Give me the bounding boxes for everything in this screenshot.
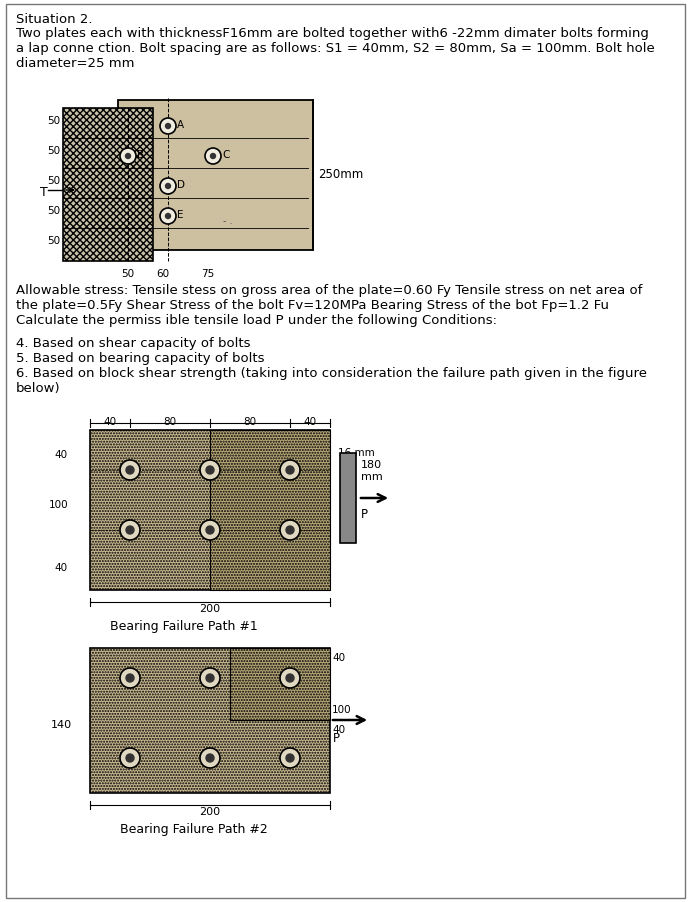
Circle shape	[160, 118, 176, 134]
Text: 5. Based on bearing capacity of bolts: 5. Based on bearing capacity of bolts	[16, 352, 265, 365]
Text: 200: 200	[200, 604, 220, 614]
Text: 80: 80	[164, 417, 177, 427]
Text: Bearing Failure Path #1: Bearing Failure Path #1	[110, 620, 258, 633]
Text: P: P	[361, 508, 368, 521]
Circle shape	[166, 183, 171, 189]
Text: 6. Based on block shear strength (taking into consideration the failure path giv: 6. Based on block shear strength (taking…	[16, 367, 647, 395]
Text: D: D	[177, 180, 185, 190]
Bar	[340, 453, 356, 543]
Text: T: T	[40, 186, 48, 199]
Circle shape	[206, 674, 214, 682]
Text: B: B	[137, 150, 144, 160]
Circle shape	[120, 460, 140, 480]
Text: mm: mm	[361, 472, 383, 482]
Circle shape	[126, 526, 134, 534]
Circle shape	[126, 754, 134, 762]
Text: - .: - .	[223, 216, 233, 226]
Circle shape	[286, 466, 294, 474]
Circle shape	[126, 466, 134, 474]
Text: 50: 50	[47, 206, 60, 216]
Bar	[90, 648, 330, 793]
Circle shape	[200, 460, 220, 480]
Circle shape	[120, 148, 136, 164]
Text: 40: 40	[332, 653, 345, 663]
Text: 50: 50	[47, 146, 60, 156]
Text: 140: 140	[51, 720, 72, 730]
Text: 80: 80	[243, 417, 256, 427]
Text: Allowable stress: Tensile stess on gross area of the plate=0.60 Fy Tensile stres: Allowable stress: Tensile stess on gross…	[16, 284, 643, 327]
Text: 50: 50	[47, 176, 60, 186]
Text: 50: 50	[47, 116, 60, 126]
Circle shape	[200, 520, 220, 540]
Text: 4. Based on shear capacity of bolts: 4. Based on shear capacity of bolts	[16, 337, 251, 350]
Bar	[90, 430, 330, 590]
Circle shape	[286, 754, 294, 762]
Text: E: E	[177, 210, 184, 220]
Text: 75: 75	[201, 269, 215, 279]
Circle shape	[211, 153, 216, 159]
Bar	[210, 430, 330, 590]
Text: 40: 40	[55, 563, 68, 573]
Circle shape	[286, 526, 294, 534]
Circle shape	[205, 148, 221, 164]
Text: 40: 40	[332, 725, 345, 735]
Circle shape	[200, 748, 220, 768]
Circle shape	[206, 526, 214, 534]
Circle shape	[206, 754, 214, 762]
Circle shape	[120, 668, 140, 688]
Circle shape	[160, 208, 176, 224]
Text: 100: 100	[48, 500, 68, 510]
Text: 180: 180	[361, 460, 382, 470]
Text: 40: 40	[104, 417, 117, 427]
Circle shape	[166, 214, 171, 218]
Circle shape	[120, 520, 140, 540]
Text: P: P	[333, 732, 340, 745]
Circle shape	[280, 748, 300, 768]
Circle shape	[160, 178, 176, 194]
Text: 40: 40	[55, 450, 68, 460]
Circle shape	[206, 466, 214, 474]
Circle shape	[166, 124, 171, 128]
Circle shape	[280, 520, 300, 540]
Text: 250mm: 250mm	[318, 169, 363, 181]
Circle shape	[126, 153, 131, 159]
Bar	[63, 108, 153, 261]
Text: Bearing Failure Path #2: Bearing Failure Path #2	[120, 823, 267, 836]
Text: Two plates each with thicknessF16mm are bolted together with6 -22mm dimater bolt: Two plates each with thicknessF16mm are …	[16, 27, 655, 70]
Circle shape	[126, 674, 134, 682]
Text: 40: 40	[303, 417, 316, 427]
Circle shape	[280, 460, 300, 480]
Circle shape	[286, 674, 294, 682]
Text: C: C	[222, 150, 229, 160]
Bar	[230, 648, 330, 720]
Text: 50: 50	[122, 269, 135, 279]
Circle shape	[280, 668, 300, 688]
Text: A: A	[177, 120, 184, 130]
Circle shape	[200, 668, 220, 688]
Text: 16 mm: 16 mm	[338, 448, 375, 458]
Text: 200: 200	[200, 807, 220, 817]
Circle shape	[120, 748, 140, 768]
Text: Situation 2.: Situation 2.	[16, 13, 93, 26]
Bar	[118, 100, 313, 250]
Text: 100: 100	[332, 705, 352, 715]
Text: 50: 50	[47, 236, 60, 246]
Text: 60: 60	[156, 269, 169, 279]
